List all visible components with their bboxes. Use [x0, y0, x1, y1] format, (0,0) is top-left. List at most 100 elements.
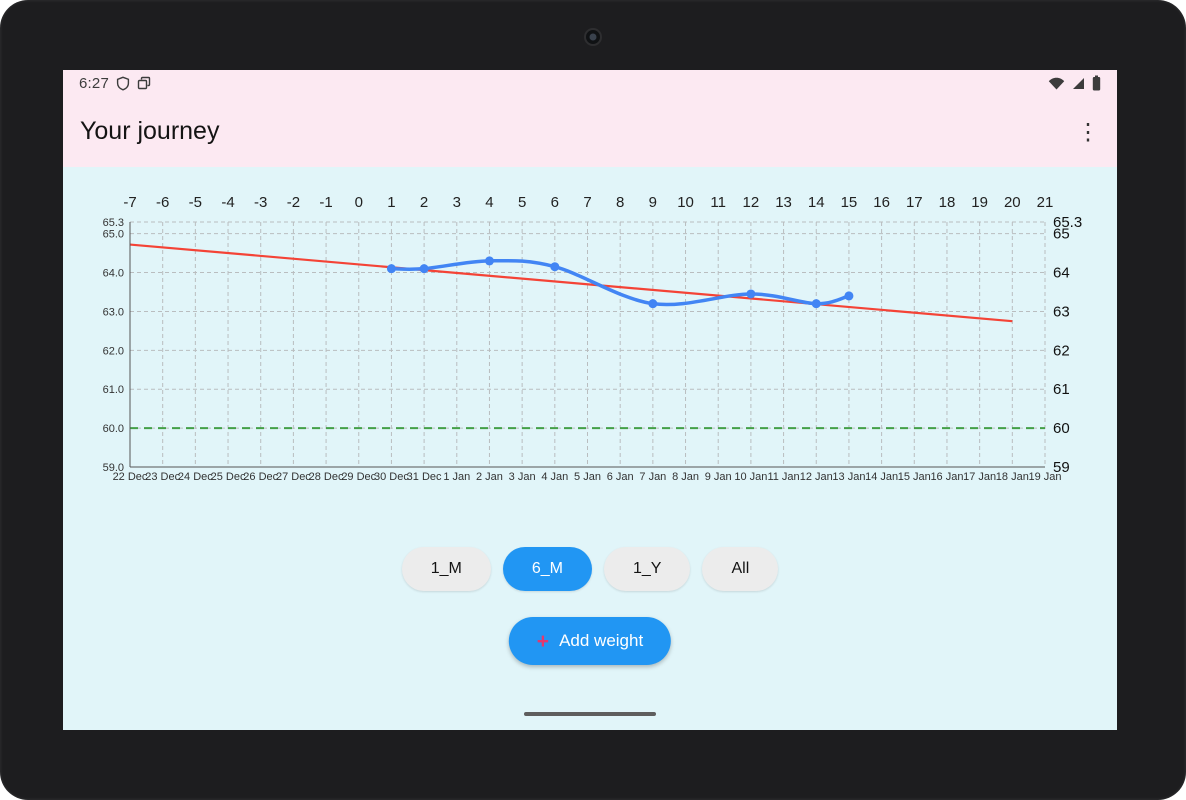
svg-text:8 Jan: 8 Jan [672, 471, 699, 483]
svg-text:63: 63 [1053, 303, 1070, 320]
range-button-1m[interactable]: 1_M [401, 547, 491, 591]
svg-text:4: 4 [485, 194, 493, 211]
svg-text:3: 3 [453, 194, 461, 211]
svg-text:30 Dec: 30 Dec [374, 471, 409, 483]
clock: 6:27 [79, 74, 109, 92]
svg-text:5: 5 [518, 194, 526, 211]
svg-text:23 Dec: 23 Dec [145, 471, 180, 483]
svg-text:4 Jan: 4 Jan [541, 471, 568, 483]
svg-text:31 Dec: 31 Dec [407, 471, 442, 483]
svg-text:65.3: 65.3 [1053, 214, 1082, 231]
svg-text:-3: -3 [254, 194, 267, 211]
svg-text:64: 64 [1053, 265, 1070, 282]
chart-area: -7 -6 -5 -4 -3 -2 -1 0 1 2 3 4 5 6 7 8 9 10 11 12 13 14 15 16 17… [63, 167, 1117, 730]
svg-text:-2: -2 [287, 194, 300, 211]
svg-text:20: 20 [1004, 194, 1021, 211]
svg-text:5 Jan: 5 Jan [574, 471, 601, 483]
weight-chart[interactable]: -7 -6 -5 -4 -3 -2 -1 0 1 2 3 4 5 6 7 8 9 10 11 12 13 14 15 16 17… [63, 167, 1117, 497]
svg-text:1: 1 [387, 194, 395, 211]
svg-text:6 Jan: 6 Jan [607, 471, 634, 483]
svg-text:61.0: 61.0 [103, 384, 124, 396]
wifi-icon [1048, 77, 1065, 90]
range-button-6m[interactable]: 6_M [502, 547, 592, 591]
battery-icon [1092, 75, 1101, 91]
svg-text:59: 59 [1053, 459, 1070, 476]
app-header: Your journey ⋮ [63, 96, 1117, 167]
svg-text:0: 0 [355, 194, 363, 211]
gesture-handle[interactable] [524, 712, 656, 716]
svg-text:15: 15 [841, 194, 858, 211]
svg-text:-7: -7 [123, 194, 136, 211]
svg-text:10: 10 [677, 194, 694, 211]
svg-text:7: 7 [583, 194, 591, 211]
svg-text:14: 14 [808, 194, 825, 211]
svg-text:-6: -6 [156, 194, 169, 211]
svg-text:64.0: 64.0 [103, 268, 124, 280]
svg-text:-5: -5 [189, 194, 202, 211]
range-button-1y[interactable]: 1_Y [604, 547, 691, 591]
svg-text:9: 9 [649, 194, 657, 211]
svg-text:65.0: 65.0 [103, 229, 124, 241]
svg-text:17: 17 [906, 194, 923, 211]
svg-text:7 Jan: 7 Jan [639, 471, 666, 483]
svg-text:18 Jan: 18 Jan [996, 471, 1029, 483]
svg-text:62.0: 62.0 [103, 345, 124, 357]
status-bar: 6:27 [63, 70, 1117, 96]
svg-text:63.0: 63.0 [103, 306, 124, 318]
kebab-menu-icon[interactable]: ⋮ [1076, 118, 1100, 144]
svg-text:13 Jan: 13 Jan [832, 471, 865, 483]
svg-text:60.0: 60.0 [103, 423, 124, 435]
svg-text:65.3: 65.3 [103, 217, 124, 229]
svg-text:-1: -1 [319, 194, 332, 211]
svg-text:14 Jan: 14 Jan [865, 471, 898, 483]
status-bar-left: 6:27 [79, 75, 151, 92]
svg-text:28 Dec: 28 Dec [309, 471, 344, 483]
svg-text:8: 8 [616, 194, 624, 211]
overlapping-windows-icon [137, 76, 151, 90]
svg-text:25 Dec: 25 Dec [211, 471, 246, 483]
svg-text:17 Jan: 17 Jan [963, 471, 996, 483]
status-bar-right [1048, 75, 1101, 91]
svg-text:2: 2 [420, 194, 428, 211]
svg-text:61: 61 [1053, 381, 1070, 398]
svg-text:12: 12 [743, 194, 760, 211]
svg-text:15 Jan: 15 Jan [898, 471, 931, 483]
svg-text:27 Dec: 27 Dec [276, 471, 311, 483]
page-title: Your journey [80, 117, 220, 145]
app-screen: 6:27 [63, 70, 1117, 730]
svg-text:26 Dec: 26 Dec [243, 471, 278, 483]
svg-text:65: 65 [1053, 226, 1070, 243]
svg-text:2 Jan: 2 Jan [476, 471, 503, 483]
svg-text:16: 16 [873, 194, 890, 211]
range-button-all[interactable]: All [702, 547, 779, 591]
svg-text:1 Jan: 1 Jan [443, 471, 470, 483]
svg-text:21: 21 [1037, 194, 1054, 211]
svg-text:60: 60 [1053, 420, 1070, 437]
svg-text:12 Jan: 12 Jan [800, 471, 833, 483]
camera-lens [589, 33, 597, 41]
svg-text:11 Jan: 11 Jan [767, 471, 799, 483]
svg-text:6: 6 [551, 194, 559, 211]
front-camera [584, 28, 602, 46]
svg-text:16 Jan: 16 Jan [930, 471, 963, 483]
svg-text:13: 13 [775, 194, 792, 211]
svg-text:29 Dec: 29 Dec [341, 471, 376, 483]
svg-text:3 Jan: 3 Jan [509, 471, 536, 483]
svg-text:62: 62 [1053, 342, 1070, 359]
add-weight-button[interactable]: + Add weight [508, 617, 672, 665]
add-weight-label: Add weight [559, 631, 644, 650]
svg-text:19: 19 [971, 194, 988, 211]
range-selector: 1_M 6_M 1_Y All [63, 547, 1117, 591]
cellular-signal-icon [1072, 77, 1085, 90]
svg-text:19 Jan: 19 Jan [1028, 471, 1061, 483]
svg-text:9 Jan: 9 Jan [705, 471, 732, 483]
plus-icon: + [536, 629, 550, 653]
svg-text:10 Jan: 10 Jan [734, 471, 767, 483]
svg-text:59.0: 59.0 [103, 462, 124, 474]
svg-text:24 Dec: 24 Dec [178, 471, 213, 483]
svg-text:11: 11 [710, 194, 726, 211]
svg-text:-4: -4 [221, 194, 234, 211]
svg-text:18: 18 [939, 194, 956, 211]
